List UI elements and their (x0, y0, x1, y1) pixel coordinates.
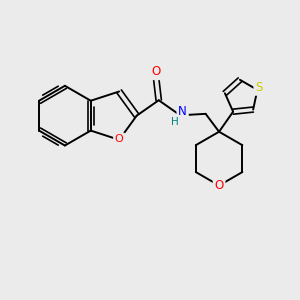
Text: S: S (255, 81, 262, 94)
Text: O: O (151, 65, 160, 78)
Text: O: O (214, 179, 224, 192)
Text: O: O (115, 134, 124, 144)
Text: N: N (178, 105, 187, 118)
Text: H: H (171, 117, 179, 127)
